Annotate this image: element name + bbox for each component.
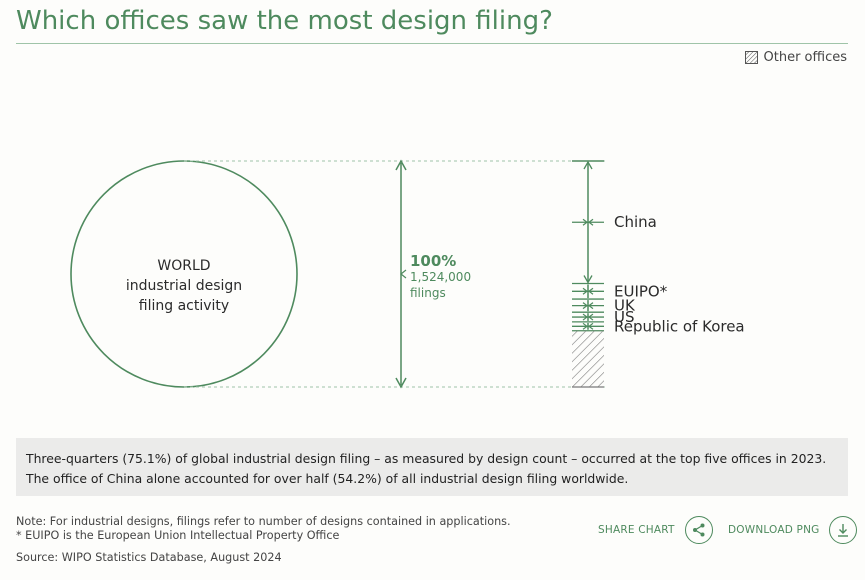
legend: Other offices xyxy=(744,50,847,65)
total-label-pointer xyxy=(400,269,407,279)
segment-marker-arrow-left-republic-of-korea xyxy=(582,322,588,330)
segment-label-china: China xyxy=(614,213,657,231)
segment-marker-arrow-left-uk xyxy=(582,302,588,310)
summary-line-2: The office of China alone accounted for … xyxy=(26,471,629,486)
download-png-button[interactable]: DOWNLOAD PNG xyxy=(728,516,858,544)
chart-title: Which offices saw the most design filing… xyxy=(16,6,553,36)
note-definition: Note: For industrial designs, filings re… xyxy=(16,515,511,528)
segment-marker-arrow-right-china xyxy=(588,218,594,226)
segment-arrow-bottom-china xyxy=(583,275,593,284)
total-percent-label: 100% xyxy=(410,252,456,270)
segment-label-republic-of-korea: Republic of Korea xyxy=(614,317,745,335)
world-circle xyxy=(70,160,298,388)
segment-marker-arrow-right-euipo xyxy=(588,287,594,295)
segment-other-offices xyxy=(572,330,604,387)
segment-marker-arrow-left-us xyxy=(582,313,588,321)
total-arrow-bottom xyxy=(395,377,407,389)
segment-marker-arrow-right-uk xyxy=(588,302,594,310)
summary-line-1: Three-quarters (75.1%) of global industr… xyxy=(26,451,827,466)
segment-marker-arrow-right-us xyxy=(588,313,594,321)
download-icon xyxy=(829,516,858,544)
share-chart-label: SHARE CHART xyxy=(598,524,675,536)
download-png-label: DOWNLOAD PNG xyxy=(728,524,820,536)
chart-area: WORLD industrial design filing activity … xyxy=(70,159,745,389)
world-label-line-3: filing activity xyxy=(139,298,229,314)
source-note: Source: WIPO Statistics Database, August… xyxy=(16,551,282,564)
share-icon xyxy=(684,516,713,544)
share-chart-button[interactable]: SHARE CHART xyxy=(598,516,713,544)
segment-label-us: US xyxy=(614,308,635,326)
total-unit-label: filings xyxy=(410,286,446,300)
segment-arrow-top-china xyxy=(583,160,593,170)
world-label-line-2: industrial design xyxy=(126,278,242,294)
total-arrow-top xyxy=(395,159,407,171)
hatch-swatch-icon xyxy=(744,51,758,64)
segment-marker-arrow-left-china xyxy=(582,218,588,226)
legend-label-other-offices: Other offices xyxy=(763,50,847,65)
notes: Note: For industrial designs, filings re… xyxy=(16,515,511,542)
note-euipo: * EUIPO is the European Union Intellectu… xyxy=(16,528,340,542)
title-divider xyxy=(16,43,848,44)
segment-label-euipo: EUIPO* xyxy=(614,282,668,300)
summary-panel: Three-quarters (75.1%) of global industr… xyxy=(16,438,848,496)
world-label-line-1: WORLD xyxy=(157,258,210,274)
segment-marker-arrow-left-euipo xyxy=(582,287,588,295)
segment-label-uk: UK xyxy=(614,297,636,315)
segment-marker-arrow-right-republic-of-korea xyxy=(588,322,594,330)
total-count-label: 1,524,000 xyxy=(410,270,471,284)
